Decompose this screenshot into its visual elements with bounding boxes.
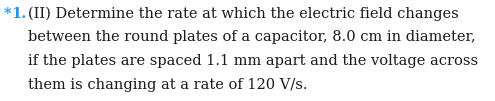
Text: if the plates are spaced 1.1 mm apart and the voltage across: if the plates are spaced 1.1 mm apart an… bbox=[28, 54, 478, 68]
Text: between the round plates of a capacitor, 8.0 cm in diameter,: between the round plates of a capacitor,… bbox=[28, 31, 476, 45]
Text: *: * bbox=[4, 7, 11, 21]
Text: (II) Determine the rate at which the electric field changes: (II) Determine the rate at which the ele… bbox=[28, 7, 459, 21]
Text: them is changing at a rate of 120 V/s.: them is changing at a rate of 120 V/s. bbox=[28, 77, 307, 92]
Text: 1.: 1. bbox=[11, 7, 26, 21]
